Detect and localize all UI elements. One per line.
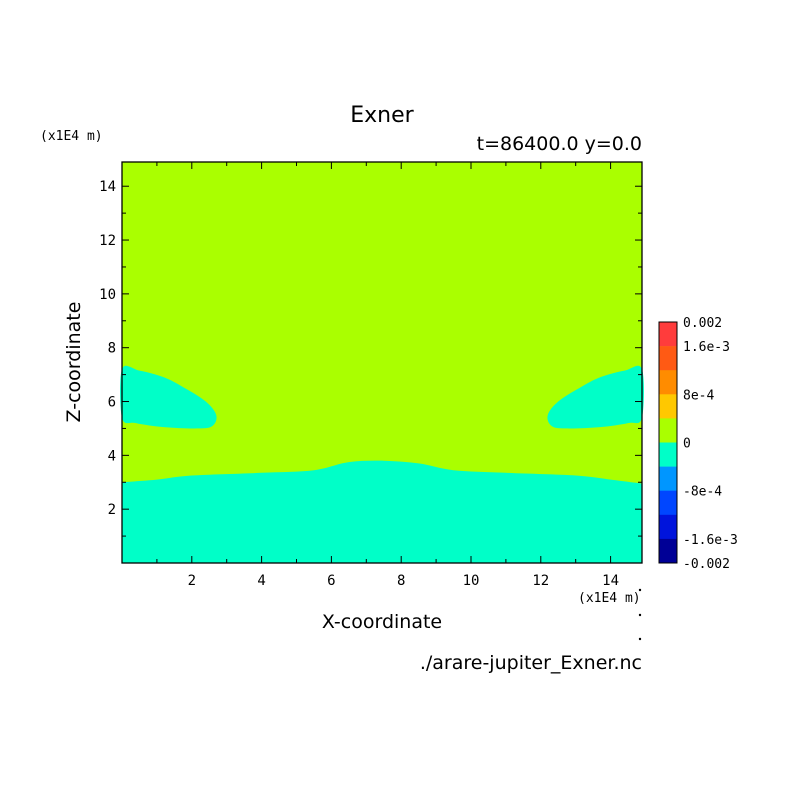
x-tick-label: 2: [188, 573, 196, 589]
marker-dot: [638, 588, 642, 592]
x-tick-label: 8: [397, 573, 405, 589]
left-negative-blob: [120, 365, 217, 429]
colorbar-swatch: [659, 490, 677, 516]
x-axis-label: X-coordinate: [322, 611, 442, 633]
colorbar-swatch: [659, 514, 677, 540]
chart-title: Exner: [350, 103, 414, 128]
x-tick-label: 14: [602, 573, 619, 589]
x-tick-label: 6: [327, 573, 335, 589]
colorbar-label: -0.002: [683, 557, 730, 572]
colorbar-label: -1.6e-3: [683, 533, 738, 548]
chart-subtitle: t=86400.0 y=0.0: [477, 133, 642, 155]
x-tick-label: 12: [532, 573, 549, 589]
colorbar-swatch: [659, 442, 677, 467]
y-tick-label: 8: [108, 341, 116, 357]
lower-negative-band: [122, 460, 642, 563]
source-file-label: ./arare-jupiter_Exner.nc: [420, 652, 642, 674]
x-unit-label: (x1E4 m): [578, 591, 641, 606]
y-tick-label: 2: [108, 502, 116, 518]
colorbar-swatch: [659, 322, 677, 347]
y-unit-label: (x1E4 m): [40, 129, 103, 144]
plot-frame: [121, 161, 643, 564]
colorbar-swatch: [659, 346, 677, 371]
y-axis-label: Z-coordinate: [63, 302, 85, 423]
y-tick-label: 10: [99, 287, 116, 303]
colorbar-swatch: [659, 370, 677, 395]
y-tick-label: 4: [108, 448, 116, 464]
y-tick-label: 6: [108, 395, 116, 411]
x-tick-label: 4: [257, 573, 265, 589]
colorbar-swatch: [659, 466, 677, 491]
colorbar-label: 0.002: [683, 316, 722, 331]
colorbar-frame: [658, 321, 678, 564]
colorbar-label: -8e-4: [683, 485, 722, 500]
right-negative-blob: [547, 365, 644, 429]
y-tick-label: 14: [99, 179, 116, 195]
marker-dot: [638, 637, 642, 641]
colorbar-label: 8e-4: [683, 388, 714, 403]
marker-dot: [638, 613, 642, 617]
colorbar-label: 1.6e-3: [683, 340, 730, 355]
x-tick-label: 10: [463, 573, 480, 589]
y-tick-label: 12: [99, 233, 116, 249]
colorbar-swatch: [659, 538, 677, 564]
colorbar-label: 0: [683, 437, 691, 452]
colorbar-swatch: [659, 394, 677, 419]
colorbar-swatch: [659, 418, 677, 443]
